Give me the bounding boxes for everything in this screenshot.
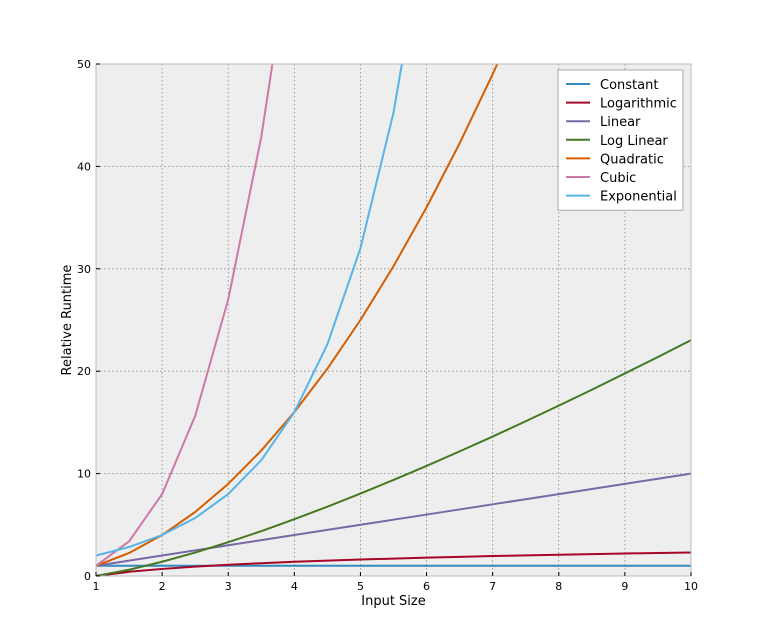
y-axis-label: Relative Runtime: [60, 265, 75, 376]
x-tick-label: 4: [291, 580, 298, 593]
legend-label: Quadratic: [600, 152, 664, 167]
y-tick-label: 40: [77, 160, 91, 173]
x-tick-label: 7: [489, 580, 496, 593]
series-line: [96, 339, 691, 576]
x-tick-label: 3: [225, 580, 232, 593]
legend: Constant Logarithmic Linear Log Linear Quadr…: [557, 69, 684, 211]
series-line: [96, 551, 691, 576]
x-tick-label: 2: [159, 580, 166, 593]
x-tick-label: 5: [357, 580, 364, 593]
series-line: [96, 64, 499, 567]
x-tick-label: 1: [93, 580, 100, 593]
series-line: [96, 64, 274, 567]
legend-label: Exponential: [600, 190, 677, 205]
y-tick-label: 10: [77, 468, 91, 481]
lines: [96, 64, 691, 576]
series-line: [96, 64, 403, 557]
legend-label: Log Linear: [600, 134, 668, 149]
plot-frame: [95, 63, 692, 577]
x-axis-label: Input Size: [361, 594, 425, 609]
y-tick-label: 0: [84, 570, 91, 583]
legend-label: Constant: [600, 78, 658, 93]
x-tick-label: 9: [621, 580, 628, 593]
legend-label: Cubic: [600, 171, 636, 186]
x-tick-label: 8: [555, 580, 562, 593]
x-tick-label: 10: [684, 580, 698, 593]
y-tick-label: 50: [77, 58, 91, 71]
y-tick-label: 30: [77, 263, 91, 276]
legend-label: Logarithmic: [600, 97, 677, 112]
series-line: [96, 472, 691, 567]
x-tick-label: 6: [423, 580, 430, 593]
legend-label: Linear: [600, 115, 641, 130]
y-tick-label: 20: [77, 365, 91, 378]
legend-box: [557, 69, 684, 211]
